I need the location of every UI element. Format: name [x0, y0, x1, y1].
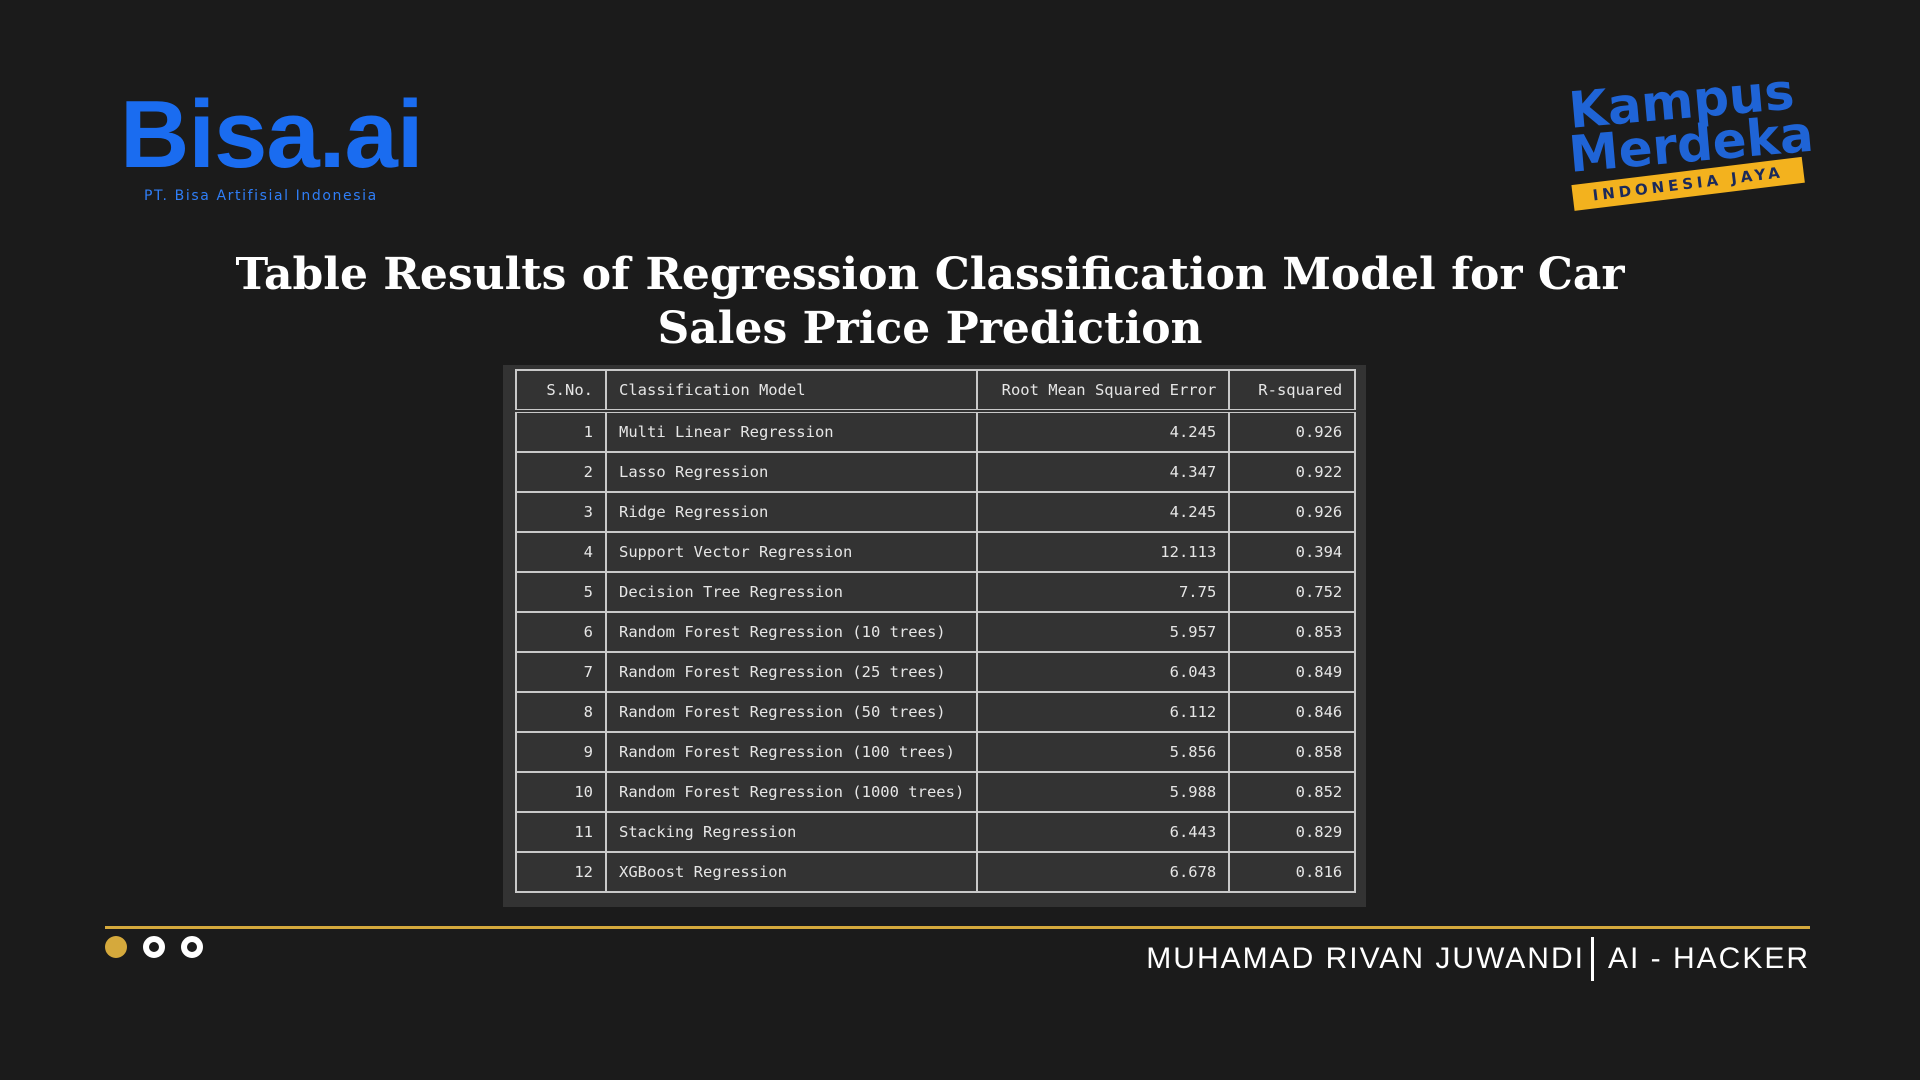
cell-r-squared: 0.816	[1228, 851, 1357, 893]
cell-r-squared: 0.846	[1228, 691, 1357, 733]
table-row: 5 Decision Tree Regression 7.75 0.752	[515, 571, 1357, 613]
cell-rmse: 6.112	[976, 691, 1231, 733]
cell-r-squared: 0.926	[1228, 491, 1357, 533]
table-row: 12 XGBoost Regression 6.678 0.816	[515, 851, 1357, 893]
cell-sno: 1	[515, 410, 607, 453]
cell-rmse: 7.75	[976, 571, 1231, 613]
cell-r-squared: 0.852	[1228, 771, 1357, 813]
header-rmse: Root Mean Squared Error	[976, 369, 1231, 413]
cell-model: XGBoost Regression	[604, 851, 979, 893]
cell-rmse: 4.347	[976, 451, 1231, 493]
cell-rmse: 5.988	[976, 771, 1231, 813]
footer-divider	[105, 926, 1810, 929]
cell-sno: 9	[515, 731, 607, 773]
bisa-ai-logo: Bisa.ai PT. Bisa Artifisial Indonesia	[120, 80, 424, 210]
cell-rmse: 4.245	[976, 410, 1231, 453]
kampus-merdeka-logo: Kampus Merdeka INDONESIA JAYA	[1565, 62, 1825, 225]
slide-dot-icon	[143, 936, 165, 958]
table-row: 8 Random Forest Regression (50 trees) 6.…	[515, 691, 1357, 733]
cell-model: Random Forest Regression (25 trees)	[604, 651, 979, 693]
table-header-row: S.No. Classification Model Root Mean Squ…	[515, 369, 1357, 413]
footer-credit: MUHAMAD RIVAN JUWANDI AI - HACKER	[1146, 937, 1810, 981]
cell-model: Random Forest Regression (10 trees)	[604, 611, 979, 653]
cell-sno: 10	[515, 771, 607, 813]
cell-r-squared: 0.394	[1228, 531, 1357, 573]
cell-rmse: 5.856	[976, 731, 1231, 773]
cell-rmse: 6.678	[976, 851, 1231, 893]
slide-indicator-dots	[105, 936, 203, 960]
cell-r-squared: 0.829	[1228, 811, 1357, 853]
results-table-panel: S.No. Classification Model Root Mean Squ…	[503, 365, 1366, 907]
cell-sno: 11	[515, 811, 607, 853]
cell-rmse: 4.245	[976, 491, 1231, 533]
cell-sno: 4	[515, 531, 607, 573]
table-row: 11 Stacking Regression 6.443 0.829	[515, 811, 1357, 853]
slide-dot-icon	[181, 936, 203, 958]
cell-model: Random Forest Regression (50 trees)	[604, 691, 979, 733]
cell-model: Random Forest Regression (100 trees)	[604, 731, 979, 773]
cell-r-squared: 0.858	[1228, 731, 1357, 773]
cell-model: Stacking Regression	[604, 811, 979, 853]
table-row: 3 Ridge Regression 4.245 0.926	[515, 491, 1357, 533]
cell-r-squared: 0.926	[1228, 410, 1357, 453]
table-row: 10 Random Forest Regression (1000 trees)…	[515, 771, 1357, 813]
cell-rmse: 12.113	[976, 531, 1231, 573]
author-role: AI - HACKER	[1607, 942, 1810, 975]
table-row: 4 Support Vector Regression 12.113 0.394	[515, 531, 1357, 573]
cell-model: Ridge Regression	[604, 491, 979, 533]
cell-sno: 5	[515, 571, 607, 613]
header-model: Classification Model	[604, 369, 979, 413]
cell-rmse: 5.957	[976, 611, 1231, 653]
cell-sno: 8	[515, 691, 607, 733]
cell-r-squared: 0.853	[1228, 611, 1357, 653]
cell-sno: 3	[515, 491, 607, 533]
cell-model: Decision Tree Regression	[604, 571, 979, 613]
table-row: 6 Random Forest Regression (10 trees) 5.…	[515, 611, 1357, 653]
header-sno: S.No.	[515, 369, 607, 413]
cell-r-squared: 0.849	[1228, 651, 1357, 693]
cell-model: Random Forest Regression (1000 trees)	[604, 771, 979, 813]
cell-sno: 12	[515, 851, 607, 893]
cell-rmse: 6.043	[976, 651, 1231, 693]
table-row: 9 Random Forest Regression (100 trees) 5…	[515, 731, 1357, 773]
cell-model: Multi Linear Regression	[604, 410, 979, 453]
cell-sno: 2	[515, 451, 607, 493]
cell-r-squared: 0.922	[1228, 451, 1357, 493]
cell-sno: 6	[515, 611, 607, 653]
bisa-ai-logo-subtitle: PT. Bisa Artifisial Indonesia	[144, 188, 378, 204]
author-name: MUHAMAD RIVAN JUWANDI	[1146, 942, 1585, 975]
header-r-squared: R-squared	[1228, 369, 1357, 413]
footer-separator	[1590, 937, 1594, 981]
cell-model: Lasso Regression	[604, 451, 979, 493]
cell-rmse: 6.443	[976, 811, 1231, 853]
results-table: S.No. Classification Model Root Mean Squ…	[515, 369, 1357, 893]
table-row: 7 Random Forest Regression (25 trees) 6.…	[515, 651, 1357, 693]
cell-model: Support Vector Regression	[604, 531, 979, 573]
cell-r-squared: 0.752	[1228, 571, 1357, 613]
bisa-ai-logo-wordmark: Bisa.ai	[120, 81, 424, 188]
slide-dot-active-icon	[105, 936, 127, 958]
table-row: 2 Lasso Regression 4.347 0.922	[515, 451, 1357, 493]
slide-title: Table Results of Regression Classificati…	[235, 249, 1625, 354]
cell-sno: 7	[515, 651, 607, 693]
table-row: 1 Multi Linear Regression 4.245 0.926	[515, 410, 1357, 453]
